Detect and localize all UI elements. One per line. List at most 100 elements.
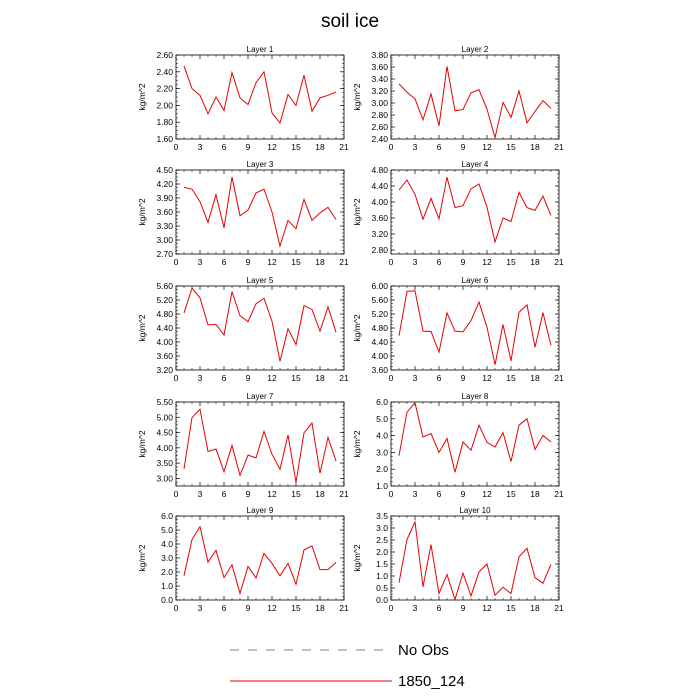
y-tick-label: 0.5 xyxy=(376,583,388,593)
y-tick-label: 3.60 xyxy=(371,62,388,72)
panel-title-layer-2: Layer 2 xyxy=(462,45,489,54)
panel-layer-2: Layer 2 0 3 6 9 12 15 18 21 2.40 2.60 2.80 3.00 3.20 3… xyxy=(352,45,564,152)
y-tick-label: 5.20 xyxy=(156,295,173,305)
x-tick-label: 3 xyxy=(198,603,203,613)
panel-layer-8: Layer 8 0 3 6 9 12 15 18 21 1.0 2.0 3.0 4.0 5.0 6.0 kg/… xyxy=(352,392,564,499)
y-tick-label: 1.5 xyxy=(376,559,388,569)
x-tick-label: 12 xyxy=(482,142,492,152)
x-tick-label: 9 xyxy=(246,257,251,267)
y-tick-label: 4.80 xyxy=(156,309,173,319)
x-tick-label: 12 xyxy=(267,489,277,499)
x-tick-label: 21 xyxy=(339,489,349,499)
y-tick-label: 2.0 xyxy=(376,547,388,557)
y-tick-label: 3.60 xyxy=(371,213,388,223)
y-tick-label: 6.0 xyxy=(161,511,173,521)
x-tick-label: 6 xyxy=(437,603,442,613)
y-axis-label-layer-2: kg/m^2 xyxy=(352,83,362,110)
x-tick-label: 6 xyxy=(222,603,227,613)
y-tick-label: 5.0 xyxy=(376,414,388,424)
panel-title-layer-6: Layer 6 xyxy=(462,276,489,285)
x-tick-label: 0 xyxy=(389,257,394,267)
panel-title-layer-4: Layer 4 xyxy=(462,160,489,169)
x-tick-label: 9 xyxy=(246,142,251,152)
y-axis-label-layer-6: kg/m^2 xyxy=(352,314,362,341)
x-tick-label: 15 xyxy=(506,489,516,499)
x-tick-label: 18 xyxy=(315,373,325,383)
panel-title-layer-5: Layer 5 xyxy=(247,276,274,285)
panel-layer-7: Layer 7 0 3 6 9 12 15 18 21 3.00 3.50 4.00 4.50 5.00 5… xyxy=(137,392,349,499)
x-tick-label: 21 xyxy=(554,489,564,499)
x-tick-label: 3 xyxy=(413,603,418,613)
x-tick-label: 18 xyxy=(530,373,540,383)
series-line-layer-7 xyxy=(183,408,337,483)
y-tick-label: 4.00 xyxy=(371,197,388,207)
x-tick-label: 18 xyxy=(315,603,325,613)
y-tick-label: 4.40 xyxy=(371,337,388,347)
x-tick-label: 18 xyxy=(530,142,540,152)
y-tick-label: 1.0 xyxy=(161,581,173,591)
x-tick-label: 15 xyxy=(291,142,301,152)
y-tick-label: 3.00 xyxy=(156,235,173,245)
y-tick-label: 2.70 xyxy=(156,249,173,259)
x-tick-label: 18 xyxy=(530,257,540,267)
x-tick-label: 0 xyxy=(174,373,179,383)
y-axis-label-layer-8: kg/m^2 xyxy=(352,430,362,457)
series-line-layer-9 xyxy=(183,525,337,596)
panel-grid: Layer 10 3 6 9 12 15 18 211.601.802.002.202.402… xyxy=(137,45,564,613)
series-line-layer-5 xyxy=(183,287,337,362)
panel-layer-5: Layer 5 0 3 6 9 12 15 18 21 3.20 3.60 4.00 4.40 4.80 5… xyxy=(137,276,349,383)
y-tick-label: 2.60 xyxy=(371,122,388,132)
x-tick-label: 12 xyxy=(482,257,492,267)
y-tick-label: 3.60 xyxy=(156,207,173,217)
x-tick-label: 3 xyxy=(413,489,418,499)
y-tick-label: 4.80 xyxy=(371,165,388,175)
y-axis-label-layer-3: kg/m^2 xyxy=(137,198,147,225)
y-tick-label: 2.40 xyxy=(371,134,388,144)
y-tick-label: 3.5 xyxy=(376,511,388,521)
series-line-layer-6 xyxy=(398,290,552,365)
x-tick-label: 15 xyxy=(506,142,516,152)
panel-layer-6: Layer 6 0 3 6 9 12 15 18 21 3.60 4.00 4.40 4.80 5.20 5… xyxy=(352,276,564,383)
figure-title: soil ice xyxy=(321,11,379,32)
y-tick-label: 5.0 xyxy=(161,525,173,535)
x-tick-label: 3 xyxy=(413,257,418,267)
x-tick-label: 15 xyxy=(291,257,301,267)
x-tick-label: 12 xyxy=(482,603,492,613)
y-tick-label: 4.00 xyxy=(371,351,388,361)
x-tick-label: 9 xyxy=(246,373,251,383)
legend: No Obs 1850_124 xyxy=(230,642,465,690)
y-axis-label-layer-7: kg/m^2 xyxy=(137,430,147,457)
y-axis-label-layer-10: kg/m^2 xyxy=(352,544,362,571)
x-tick-label: 21 xyxy=(339,257,349,267)
y-tick-label: 3.0 xyxy=(376,447,388,457)
y-tick-label: 4.20 xyxy=(156,179,173,189)
y-axis-label-layer-4: kg/m^2 xyxy=(352,198,362,225)
y-tick-label: 3.20 xyxy=(156,365,173,375)
x-tick-label: 18 xyxy=(530,603,540,613)
y-tick-label: 3.60 xyxy=(371,365,388,375)
y-tick-label: 1.0 xyxy=(376,571,388,581)
y-tick-label: 3.90 xyxy=(156,193,173,203)
x-tick-label: 15 xyxy=(506,257,516,267)
y-tick-label: 2.80 xyxy=(371,245,388,255)
x-tick-label: 12 xyxy=(482,373,492,383)
x-tick-label: 3 xyxy=(413,373,418,383)
x-tick-label: 9 xyxy=(246,489,251,499)
y-tick-label: 1.60 xyxy=(156,134,173,144)
x-tick-label: 3 xyxy=(413,142,418,152)
x-tick-label: 9 xyxy=(461,603,466,613)
y-tick-label: 3.20 xyxy=(371,86,388,96)
panel-title-layer-9: Layer 9 xyxy=(247,506,274,515)
x-tick-label: 9 xyxy=(461,489,466,499)
x-tick-label: 18 xyxy=(315,489,325,499)
y-tick-label: 4.50 xyxy=(156,165,173,175)
y-tick-label: 1.0 xyxy=(376,481,388,491)
x-tick-label: 18 xyxy=(530,489,540,499)
x-tick-label: 15 xyxy=(291,489,301,499)
y-tick-label: 6.0 xyxy=(376,397,388,407)
y-tick-label: 3.40 xyxy=(371,74,388,84)
y-tick-label: 2.5 xyxy=(376,535,388,545)
x-tick-label: 9 xyxy=(461,142,466,152)
series-line-layer-2 xyxy=(398,66,552,138)
